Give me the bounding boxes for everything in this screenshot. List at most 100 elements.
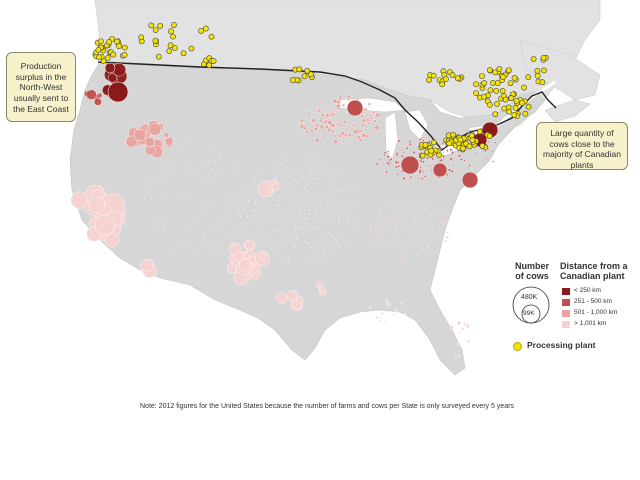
farm-cow-circle [319, 108, 323, 112]
farm-cow-circle [424, 164, 427, 167]
processing-plant-dot [486, 67, 493, 74]
farm-cow-circle [492, 154, 495, 156]
processing-plant-dot [180, 50, 187, 57]
farm-cow-circle [302, 228, 304, 230]
farm-cow-circle [395, 207, 398, 209]
farm-cow-circle [226, 262, 238, 274]
farm-cow-circle [383, 151, 387, 155]
farm-cow-circle [234, 204, 237, 207]
processing-plant-dot [450, 131, 457, 138]
processing-plant-dot [446, 140, 453, 147]
farm-cow-circle [207, 251, 210, 253]
farm-cow-circle [408, 208, 411, 210]
farm-cow-circle [162, 223, 165, 226]
farm-cow-circle [418, 203, 422, 206]
processing-plant-dot [171, 22, 177, 28]
farm-cow-circle [231, 240, 233, 242]
farm-cow-circle [337, 242, 339, 245]
farm-cow-circle [372, 240, 375, 243]
processing-plant-dot [155, 53, 162, 60]
processing-plant-dot [486, 133, 493, 139]
farm-cow-circle [456, 341, 461, 346]
farm-cow-circle [427, 223, 431, 226]
farm-cow-circle [403, 313, 407, 317]
farm-cow-circle [215, 160, 217, 163]
farm-cow-circle [311, 118, 316, 123]
farm-cow-circle [275, 176, 277, 179]
farm-cow-circle [292, 300, 303, 310]
farm-cow-circle [162, 161, 164, 163]
farm-cow-circle [220, 251, 222, 253]
farm-cow-circle [432, 212, 435, 215]
farm-cow-circle [309, 155, 311, 158]
farm-cow-circle [448, 155, 450, 158]
farm-cow-circle [429, 137, 432, 140]
farm-cow-circle [460, 327, 465, 331]
farm-cow-circle [268, 204, 271, 206]
farm-cow-circle [397, 243, 401, 247]
farm-cow-circle [468, 164, 471, 167]
farm-cow-circle [145, 191, 148, 193]
farm-cow-circle [323, 103, 327, 107]
farm-cow-circle [315, 261, 317, 264]
farm-cow-circle [383, 159, 386, 161]
farm-cow-circle [394, 209, 397, 213]
farm-cow-circle [451, 151, 454, 155]
farm-cow-circle [349, 206, 351, 208]
farm-cow-circle [145, 180, 147, 182]
farm-cow-circle [298, 226, 300, 228]
farm-cow-circle [384, 299, 389, 303]
processing-plant-dot [540, 54, 547, 61]
processing-plant-dot [97, 38, 104, 45]
farm-cow-circle [337, 171, 340, 173]
farm-cow-circle [375, 315, 379, 319]
farm-cow-circle [298, 181, 300, 183]
farm-cow-circle [276, 204, 279, 206]
processing-plant-dot [428, 147, 435, 154]
farm-cow-circle [444, 231, 447, 233]
farm-cow-circle [177, 145, 179, 147]
farm-cow-circle [485, 162, 488, 165]
farm-cow-circle [463, 159, 466, 162]
farm-cow-circle [483, 161, 485, 163]
farm-cow-circle [452, 153, 454, 156]
farm-cow-circle [202, 203, 204, 205]
farm-cow-circle [393, 313, 396, 316]
farm-cow-circle [352, 227, 354, 229]
farm-cow-circle [429, 235, 432, 238]
farm-cow-circle [485, 157, 488, 160]
farm-cow-circle [382, 227, 385, 230]
farm-cow-circle [360, 114, 364, 118]
farm-cow-circle [415, 146, 417, 149]
farm-cow-circle [187, 161, 189, 163]
farm-cow-circle [468, 132, 470, 134]
processing-plant-dot [508, 95, 515, 102]
farm-cow-circle [339, 94, 343, 98]
farm-cow-circle [282, 214, 284, 216]
farm-cow-circle [444, 146, 446, 148]
farm-cow-circle [342, 139, 346, 143]
processing-plant-dot [106, 39, 112, 45]
farm-cow-circle [375, 112, 381, 118]
farm-cow-circle [348, 220, 351, 222]
farm-cow-circle [394, 165, 398, 169]
farm-cow-circle [412, 151, 416, 154]
farm-cow-circle [315, 138, 320, 143]
farm-cow-circle [381, 238, 383, 240]
processing-plant-dot [116, 43, 122, 50]
farm-cow-circle [438, 225, 441, 228]
farm-cow-circle [400, 155, 420, 175]
processing-plant-dot [502, 96, 509, 103]
farm-cow-circle [325, 113, 330, 118]
processing-plant-dot [426, 77, 432, 83]
farm-cow-circle [287, 159, 289, 161]
farm-cow-circle [204, 234, 206, 236]
farm-cow-circle [395, 145, 398, 148]
farm-cow-circle [440, 147, 443, 150]
farm-cow-circle [347, 121, 351, 125]
legend-distance-swatch [562, 321, 570, 328]
farm-cow-circle [223, 252, 225, 254]
farm-cow-circle [279, 162, 281, 164]
farm-cow-circle [347, 133, 352, 137]
farm-cow-circle [207, 164, 210, 166]
